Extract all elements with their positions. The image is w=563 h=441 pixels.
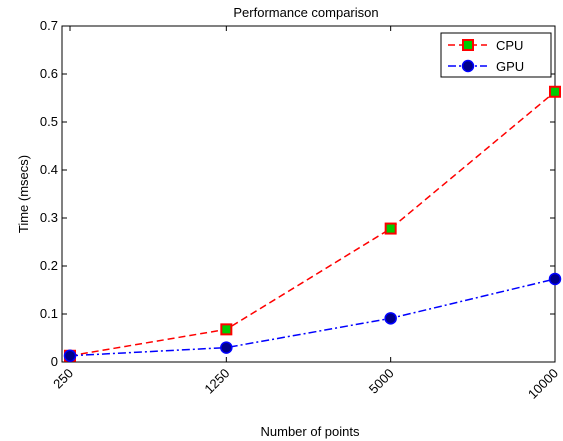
chart-title: Performance comparison [233,5,378,20]
y-tick-label: 0.3 [40,210,58,225]
x-tick-label: 250 [50,366,76,392]
legend-marker-gpu [461,59,475,73]
x-tick-label: 10000 [525,366,561,402]
legend-marker-cpu [462,39,474,51]
plot-area [61,25,556,363]
y-axis-ticks: 0 0.1 0.2 0.3 0.4 0.5 0.6 0.7 [40,18,555,369]
data-point-gpu [384,312,397,325]
data-point-cpu [384,222,397,235]
series-line-cpu [69,91,556,357]
y-tick-label: 0.4 [40,162,58,177]
series-line-gpu [69,278,556,357]
y-tick-label: 0 [51,354,58,369]
y-tick-label: 0.5 [40,114,58,129]
legend-label: GPU [496,59,524,74]
x-axis-label: Number of points [261,424,360,439]
y-tick-label: 0.7 [40,18,58,33]
x-tick-label: 1250 [201,366,232,397]
y-tick-label: 0.6 [40,66,58,81]
legend-label: CPU [496,38,523,53]
data-point-gpu [63,349,77,363]
y-axis-label: Time (msecs) [16,155,31,233]
x-tick-label: 5000 [366,366,397,397]
series-gpu [63,272,562,363]
data-point-gpu [220,341,233,354]
data-point-cpu [220,323,233,336]
legend: CPU GPU [440,32,552,78]
series-layer [63,85,562,363]
plot-frame [61,25,556,363]
legend-box [440,32,552,78]
y-tick-label: 0.2 [40,258,58,273]
y-tick-label: 0.1 [40,306,58,321]
data-point-cpu [549,85,561,98]
data-point-gpu [548,272,562,286]
